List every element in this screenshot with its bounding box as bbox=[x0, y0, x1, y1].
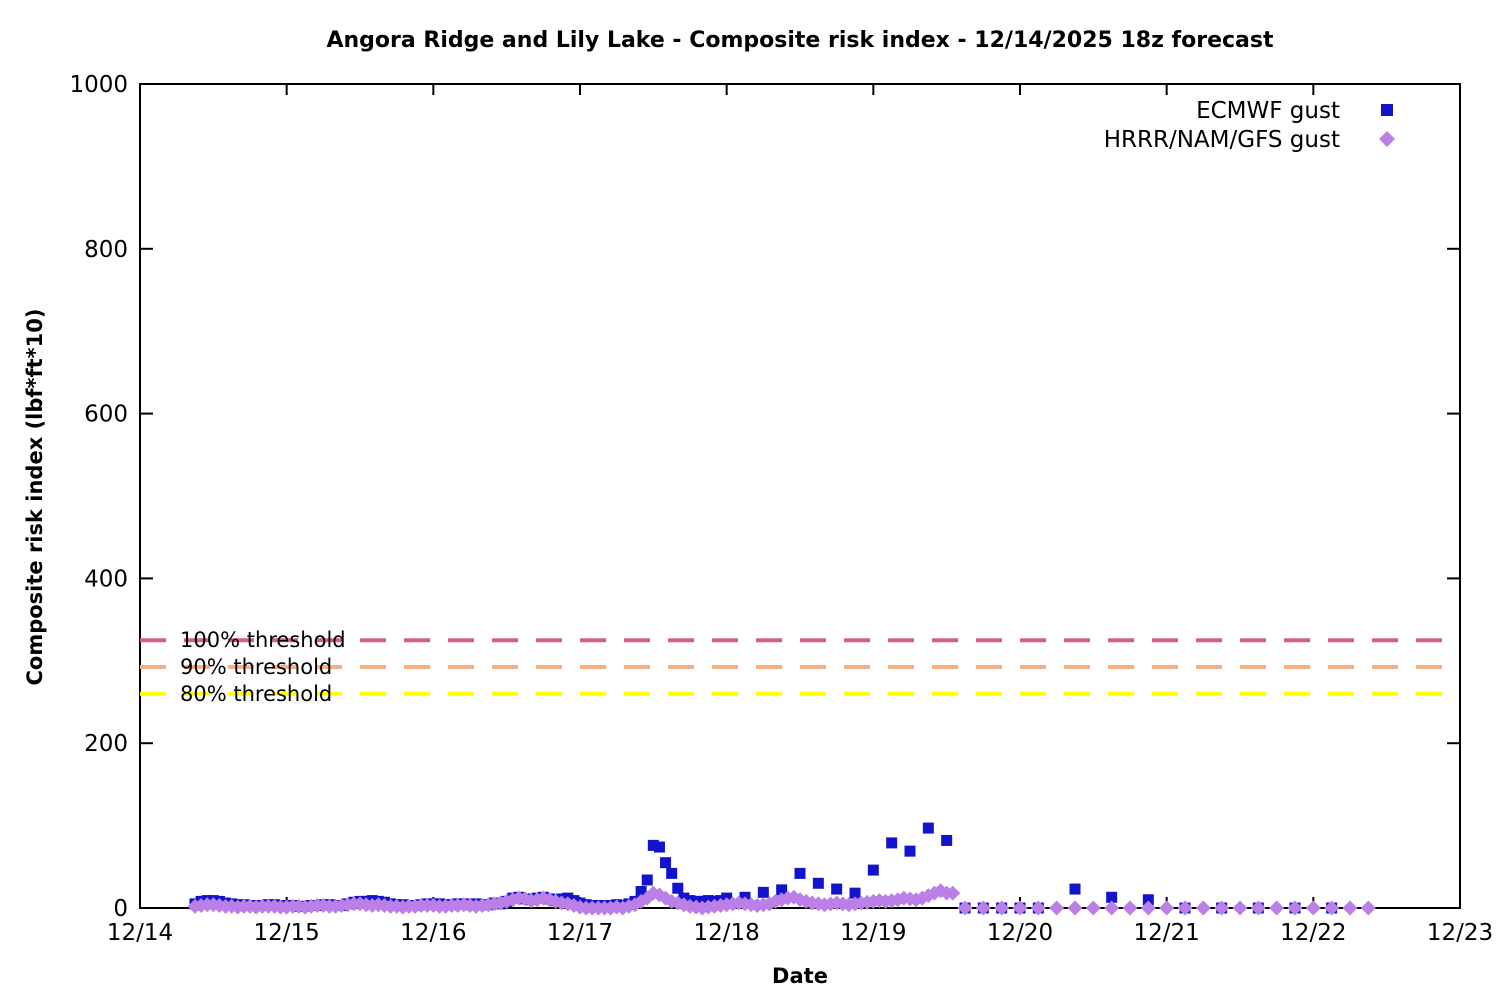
hrrr-point bbox=[1342, 900, 1358, 916]
threshold-label: 90% threshold bbox=[180, 655, 332, 679]
ecmwf-point bbox=[653, 841, 665, 853]
y-tick-label: 1000 bbox=[69, 72, 128, 98]
threshold-label: 100% threshold bbox=[180, 628, 346, 652]
ecmwf-point bbox=[1069, 883, 1081, 895]
ecmwf-point bbox=[1106, 891, 1118, 903]
x-tick-label: 12/17 bbox=[547, 920, 613, 946]
hrrr-point bbox=[1250, 900, 1266, 916]
hrrr-point bbox=[499, 893, 515, 909]
y-tick-label: 800 bbox=[84, 237, 128, 263]
hrrr-point bbox=[994, 900, 1010, 916]
hrrr-point bbox=[1287, 900, 1303, 916]
ecmwf-point bbox=[941, 834, 953, 846]
y-axis-label: Composite risk index (lbf*ft*10) bbox=[23, 308, 47, 686]
y-tick-label: 0 bbox=[113, 896, 128, 922]
ecmwf-point bbox=[776, 884, 788, 896]
legend-label: ECMWF gust bbox=[1196, 98, 1340, 124]
ecmwf-point bbox=[849, 887, 861, 899]
y-tick-label: 600 bbox=[84, 402, 128, 428]
hrrr-point bbox=[1067, 900, 1083, 916]
hrrr-point bbox=[1232, 900, 1248, 916]
legend-diamond-marker bbox=[1379, 131, 1395, 147]
y-tick-label: 200 bbox=[84, 731, 128, 757]
x-tick-label: 12/22 bbox=[1280, 920, 1346, 946]
hrrr-point bbox=[1049, 900, 1065, 916]
y-tick-label: 400 bbox=[84, 566, 128, 592]
x-tick-label: 12/20 bbox=[987, 920, 1053, 946]
hrrr-point bbox=[1140, 900, 1156, 916]
hrrr-point bbox=[975, 900, 991, 916]
ecmwf-point bbox=[794, 867, 806, 879]
ecmwf-point bbox=[672, 882, 684, 894]
ecmwf-point bbox=[660, 857, 672, 869]
ecmwf-point bbox=[647, 839, 659, 851]
ecmwf-point bbox=[641, 874, 653, 886]
hrrr-point bbox=[945, 885, 961, 901]
x-tick-label: 12/23 bbox=[1427, 920, 1493, 946]
hrrr-point bbox=[1012, 900, 1028, 916]
hrrr-point bbox=[1177, 900, 1193, 916]
ecmwf-point bbox=[922, 822, 934, 834]
hrrr-point bbox=[1030, 900, 1046, 916]
ecmwf-point bbox=[635, 886, 647, 898]
ecmwf-point bbox=[904, 845, 916, 857]
chart-title: Angora Ridge and Lily Lake - Composite r… bbox=[326, 28, 1274, 53]
hrrr-point bbox=[1305, 900, 1321, 916]
legend-square-marker bbox=[1381, 104, 1393, 116]
x-tick-label: 12/15 bbox=[254, 920, 320, 946]
hrrr-point bbox=[1214, 900, 1230, 916]
ecmwf-point bbox=[831, 883, 843, 895]
hrrr-point bbox=[1269, 900, 1285, 916]
x-tick-label: 12/16 bbox=[400, 920, 466, 946]
x-tick-label: 12/19 bbox=[840, 920, 906, 946]
x-axis-label: Date bbox=[772, 964, 828, 988]
ecmwf-point bbox=[666, 867, 678, 879]
hrrr-point bbox=[957, 900, 973, 916]
ecmwf-point bbox=[1142, 894, 1154, 906]
hrrr-point bbox=[1122, 900, 1138, 916]
x-tick-label: 12/21 bbox=[1134, 920, 1200, 946]
threshold-label: 80% threshold bbox=[180, 682, 332, 706]
ecmwf-point bbox=[757, 886, 769, 898]
hrrr-point bbox=[1104, 900, 1120, 916]
hrrr-point bbox=[1085, 900, 1101, 916]
hrrr-point bbox=[1159, 900, 1175, 916]
x-tick-label: 12/14 bbox=[107, 920, 173, 946]
hrrr-point bbox=[1360, 900, 1376, 916]
ecmwf-point bbox=[867, 864, 879, 876]
x-tick-label: 12/18 bbox=[694, 920, 760, 946]
ecmwf-point bbox=[812, 877, 824, 889]
plot-border bbox=[139, 83, 1461, 909]
hrrr-point bbox=[1324, 900, 1340, 916]
hrrr-point bbox=[1195, 900, 1211, 916]
legend-label: HRRR/NAM/GFS gust bbox=[1104, 127, 1340, 153]
ecmwf-point bbox=[886, 837, 898, 849]
